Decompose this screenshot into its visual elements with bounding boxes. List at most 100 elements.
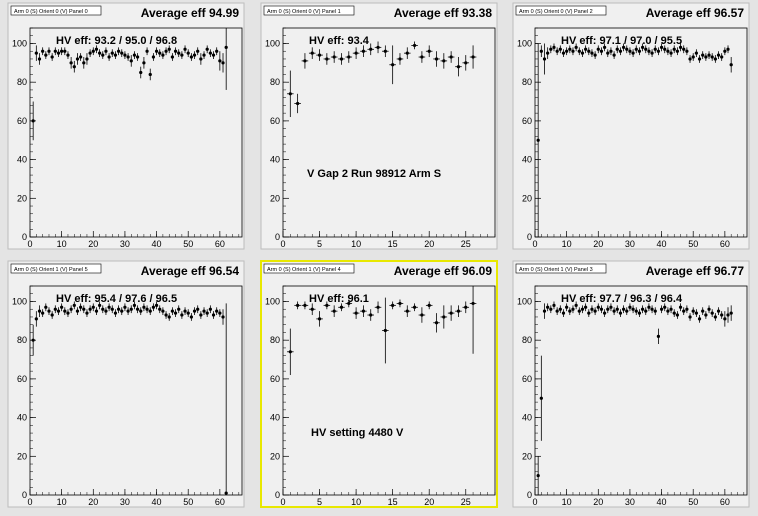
data-point [98,301,102,310]
data-point [192,307,197,316]
data-point [224,28,228,90]
chart-panel-2: Arm 0 (S) Orient 0 (V) Panel 2 Average ef… [512,2,750,250]
data-point [215,47,219,56]
data-point [640,43,645,52]
data-point [653,307,657,316]
data-point [330,51,338,63]
point-marker [675,313,679,317]
point-marker [542,309,547,313]
point-marker [82,307,86,311]
point-marker [44,53,48,57]
point-marker [723,49,727,53]
data-point [183,45,187,54]
point-marker [317,53,322,57]
point-marker [685,49,689,53]
point-marker [60,305,64,309]
panel-tab-box [515,5,607,16]
data-point [710,309,714,317]
point-marker [63,309,67,313]
point-marker [145,307,149,311]
point-marker [580,307,585,311]
data-point [411,41,418,50]
data-point [123,303,127,312]
point-marker [682,309,686,313]
data-point [287,328,294,376]
point-marker [647,49,651,53]
data-point [678,303,683,312]
data-point [88,305,92,314]
data-point [308,303,316,316]
data-point [69,305,73,314]
y-tick-label: 0 [22,232,27,242]
x-tick-label: 10 [57,239,67,249]
data-point [644,307,648,316]
average-eff-label: Average eff 94.99 [141,6,240,20]
data-point [338,303,345,312]
point-marker [173,49,178,53]
point-marker [726,313,730,317]
data-point [666,47,670,56]
point-marker [110,307,114,311]
data-point [63,307,67,316]
x-tick-label: 30 [625,239,635,249]
data-point [599,305,604,314]
data-point [612,51,616,59]
data-point [151,53,156,61]
panel-tab-box [515,263,607,274]
data-point [177,49,181,58]
data-point [716,51,721,59]
data-point [208,305,212,314]
data-point [603,43,607,52]
data-point [221,309,225,325]
data-point [104,307,108,316]
point-marker [716,309,721,313]
x-tick-label: 10 [562,497,572,507]
data-point [196,305,200,314]
point-marker [405,309,409,313]
data-point [382,45,389,58]
point-marker [577,49,581,53]
y-tick-label: 0 [275,490,280,500]
data-point [56,49,61,58]
data-point [707,51,711,59]
x-tick-label: 0 [532,497,537,507]
data-point [161,307,165,316]
point-marker [139,70,143,75]
point-marker [729,63,733,67]
data-point [599,47,604,56]
point-marker [609,49,613,53]
point-marker [148,72,152,77]
x-tick-label: 60 [215,239,225,249]
average-eff-label: Average eff 96.77 [646,264,745,278]
point-marker [574,303,578,307]
data-point [135,305,140,314]
point-marker [53,307,57,311]
data-point [666,307,670,316]
panel-tab-box [10,263,102,274]
point-marker [34,317,38,321]
point-marker [94,309,99,313]
data-point [63,47,67,56]
data-point [580,49,585,58]
point-marker [361,309,366,313]
point-marker [697,57,702,61]
point-marker [218,311,222,315]
point-marker [31,119,35,123]
data-point [345,299,353,308]
point-marker [91,305,95,309]
point-marker [694,311,698,315]
point-marker [701,53,705,57]
point-marker [571,49,575,53]
data-point [704,311,708,319]
data-point [644,45,648,54]
panel-tab-label: Arm 0 (S) Orient 1 (V) Panel 5 [14,267,88,273]
point-marker [91,49,95,53]
y-tick-label: 20 [522,451,532,461]
data-point [685,305,689,314]
point-marker [82,61,86,65]
data-point [196,47,200,56]
data-point [574,301,578,310]
point-marker [565,49,569,53]
panel-tab: Arm 0 (S) Orient 1 (V) Panel 4 [263,263,355,274]
data-point [316,49,323,61]
